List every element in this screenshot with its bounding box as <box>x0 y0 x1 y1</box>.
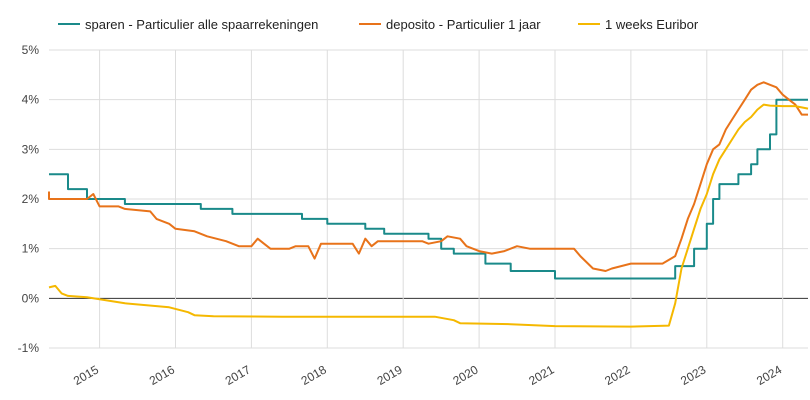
y-tick-label: 5% <box>22 43 40 57</box>
y-tick-label: -1% <box>18 341 40 355</box>
legend[interactable]: sparen - Particulier alle spaarrekeninge… <box>58 17 699 32</box>
x-tick-label: 2020 <box>450 362 480 388</box>
y-tick-label: 3% <box>22 142 40 156</box>
y-tick-label: 0% <box>22 291 40 305</box>
y-tick-label: 2% <box>22 192 40 206</box>
y-tick-label: 4% <box>22 93 40 107</box>
legend-label: sparen - Particulier alle spaarrekeninge… <box>85 17 318 32</box>
series-lines <box>48 81 809 328</box>
x-tick-label: 2019 <box>375 362 405 388</box>
legend-item-2[interactable]: deposito - Particulier 1 jaar <box>359 17 541 32</box>
axes: -1% 0% 1% 2% 3% 4% 5% 2015 2016 2017 2018 2019 2020 2… <box>18 43 785 388</box>
series-line-1[interactable] <box>49 98 808 280</box>
x-tick-label: 2023 <box>678 362 708 388</box>
series-line-2[interactable] <box>48 81 808 272</box>
x-tick-label: 2016 <box>147 362 177 388</box>
y-tick-label: 1% <box>22 242 40 256</box>
series-line-3[interactable] <box>48 103 809 328</box>
x-tick-label: 2018 <box>299 362 329 388</box>
legend-label: deposito - Particulier 1 jaar <box>386 17 541 32</box>
grid <box>49 49 808 349</box>
x-tick-label: 2021 <box>526 362 556 388</box>
x-tick-label: 2015 <box>71 362 101 388</box>
legend-label: 1 weeks Euribor <box>605 17 699 32</box>
x-tick-label: 2022 <box>602 362 632 388</box>
legend-item-3[interactable]: 1 weeks Euribor <box>578 17 699 32</box>
x-tick-label: 2017 <box>223 362 253 388</box>
legend-item-1[interactable]: sparen - Particulier alle spaarrekeninge… <box>58 17 318 32</box>
x-tick-label: 2024 <box>754 362 784 388</box>
